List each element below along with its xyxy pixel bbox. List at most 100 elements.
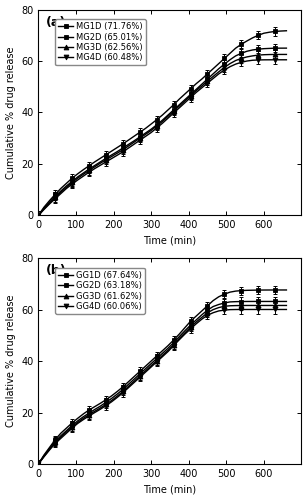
GG3D (61.62%): [70, 424, 74, 430]
GG3D (61.62%): [132, 378, 136, 384]
GG2D (63.18%): [76, 418, 80, 424]
MG1D (71.76%): [149, 121, 153, 127]
GG1D (67.64%): [37, 461, 40, 467]
MG1D (71.76%): [127, 137, 130, 143]
GG4D (60.06%): [87, 413, 91, 419]
GG3D (61.62%): [121, 388, 125, 394]
GG3D (61.62%): [183, 330, 187, 336]
MG3D (62.56%): [256, 52, 260, 58]
MG3D (62.56%): [239, 56, 243, 62]
MG2D (65.01%): [82, 170, 85, 176]
MG2D (65.01%): [239, 50, 243, 56]
MG2D (65.01%): [93, 162, 97, 168]
GG1D (67.64%): [104, 396, 108, 402]
GG1D (67.64%): [206, 303, 209, 309]
MG1D (71.76%): [82, 166, 85, 172]
MG4D (60.48%): [273, 57, 277, 63]
GG3D (61.62%): [82, 415, 85, 421]
GG3D (61.62%): [138, 373, 142, 379]
MG2D (65.01%): [166, 112, 170, 118]
GG1D (67.64%): [132, 374, 136, 380]
MG4D (60.48%): [183, 100, 187, 105]
GG2D (63.18%): [189, 322, 192, 328]
GG3D (61.62%): [144, 368, 147, 374]
GG3D (61.62%): [65, 429, 68, 435]
MG4D (60.48%): [228, 64, 232, 70]
MG4D (60.48%): [76, 177, 80, 183]
MG4D (60.48%): [262, 57, 266, 63]
GG3D (61.62%): [177, 336, 181, 342]
GG4D (60.06%): [104, 402, 108, 408]
MG1D (71.76%): [172, 102, 176, 108]
GG2D (63.18%): [48, 446, 52, 452]
MG3D (62.56%): [177, 103, 181, 109]
GG3D (61.62%): [211, 306, 215, 312]
MG3D (62.56%): [183, 98, 187, 104]
MG2D (65.01%): [251, 47, 255, 53]
GG4D (60.06%): [206, 312, 209, 318]
GG1D (67.64%): [42, 452, 46, 458]
MG1D (71.76%): [177, 96, 181, 102]
MG2D (65.01%): [144, 130, 147, 136]
MG4D (60.48%): [251, 57, 255, 63]
GG2D (63.18%): [183, 328, 187, 334]
GG3D (61.62%): [76, 420, 80, 426]
MG2D (65.01%): [194, 86, 198, 92]
GG4D (60.06%): [268, 306, 271, 312]
Line: GG3D (61.62%): GG3D (61.62%): [36, 303, 289, 466]
MG3D (62.56%): [285, 52, 288, 58]
GG1D (67.64%): [228, 289, 232, 295]
GG2D (63.18%): [144, 366, 147, 372]
GG1D (67.64%): [65, 425, 68, 431]
MG3D (62.56%): [189, 93, 192, 99]
MG1D (71.76%): [144, 126, 147, 132]
MG3D (62.56%): [279, 52, 283, 58]
GG4D (60.06%): [37, 461, 40, 467]
MG4D (60.48%): [223, 67, 226, 73]
MG4D (60.48%): [48, 201, 52, 207]
MG3D (62.56%): [245, 54, 249, 60]
MG4D (60.48%): [93, 166, 97, 172]
GG4D (60.06%): [279, 306, 283, 312]
GG4D (60.06%): [110, 399, 114, 405]
MG3D (62.56%): [127, 143, 130, 149]
GG4D (60.06%): [200, 316, 204, 322]
GG3D (61.62%): [104, 402, 108, 407]
MG4D (60.48%): [177, 105, 181, 111]
MG4D (60.48%): [127, 145, 130, 151]
GG2D (63.18%): [172, 340, 176, 345]
MG2D (65.01%): [228, 56, 232, 62]
GG4D (60.06%): [48, 447, 52, 453]
GG4D (60.06%): [149, 364, 153, 370]
MG1D (71.76%): [110, 148, 114, 154]
MG4D (60.48%): [155, 125, 159, 131]
GG3D (61.62%): [217, 304, 221, 310]
MG3D (62.56%): [93, 164, 97, 170]
GG1D (67.64%): [138, 368, 142, 374]
GG4D (60.06%): [245, 306, 249, 312]
GG4D (60.06%): [239, 306, 243, 312]
Line: MG4D (60.48%): MG4D (60.48%): [36, 58, 289, 218]
MG3D (62.56%): [206, 78, 209, 84]
GG1D (67.64%): [223, 291, 226, 297]
MG1D (71.76%): [228, 50, 232, 56]
GG1D (67.64%): [239, 288, 243, 294]
MG1D (71.76%): [273, 28, 277, 34]
MG2D (65.01%): [172, 107, 176, 113]
GG2D (63.18%): [161, 350, 164, 356]
MG1D (71.76%): [206, 71, 209, 77]
MG4D (60.48%): [37, 212, 40, 218]
GG3D (61.62%): [59, 434, 63, 440]
GG2D (63.18%): [239, 298, 243, 304]
GG1D (67.64%): [70, 420, 74, 426]
MG2D (65.01%): [183, 96, 187, 102]
GG2D (63.18%): [200, 312, 204, 318]
GG4D (60.06%): [166, 348, 170, 354]
MG1D (71.76%): [239, 42, 243, 48]
MG3D (62.56%): [138, 135, 142, 141]
MG4D (60.48%): [161, 120, 164, 126]
GG4D (60.06%): [183, 331, 187, 337]
GG3D (61.62%): [251, 302, 255, 308]
GG1D (67.64%): [268, 287, 271, 293]
GG3D (61.62%): [37, 461, 40, 467]
